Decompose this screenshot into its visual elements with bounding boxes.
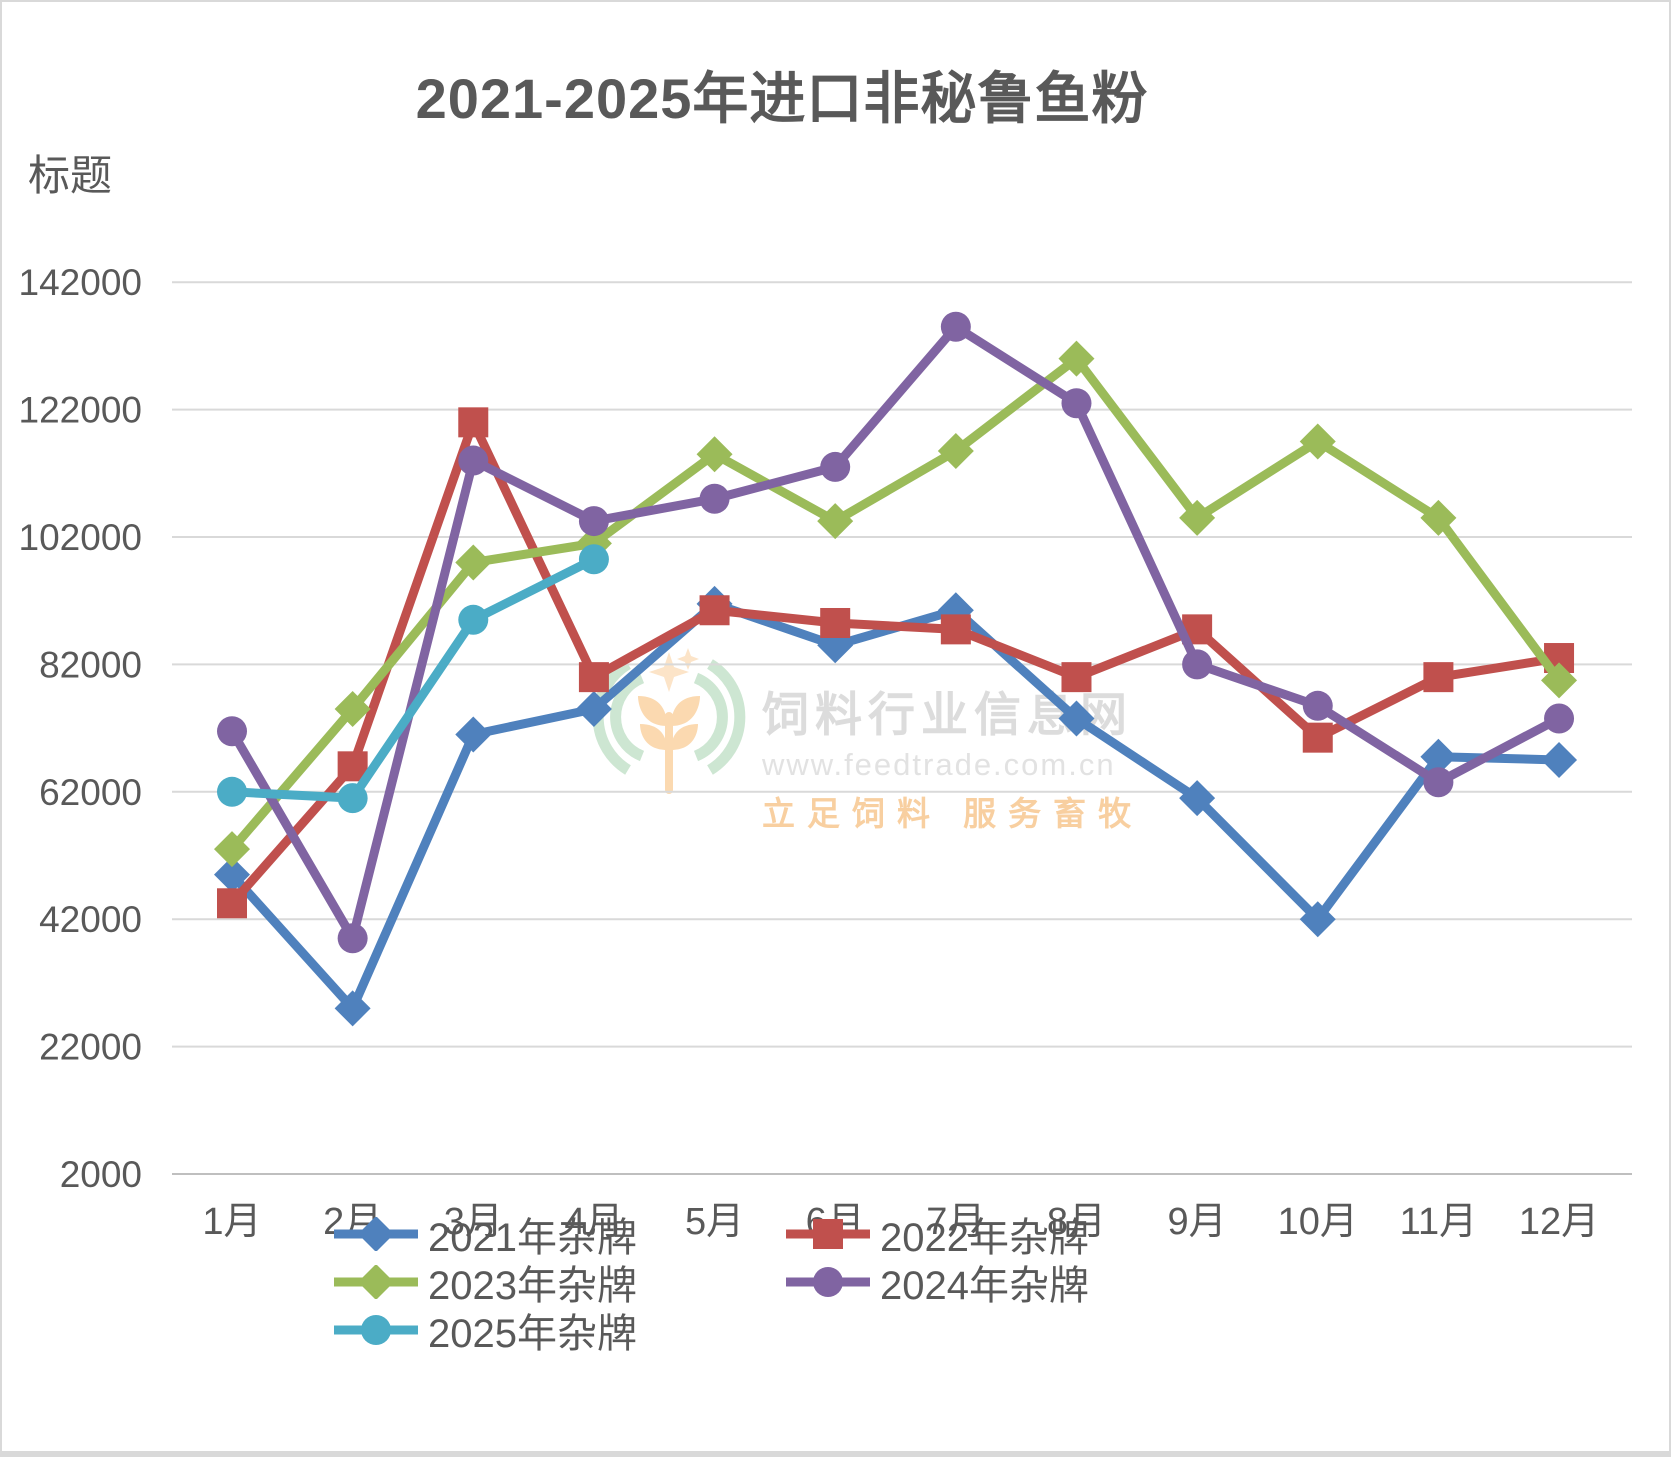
legend-marker-2025-icon <box>334 1315 418 1345</box>
y-axis-title: 标题 <box>28 152 113 199</box>
svg-text:8月: 8月 <box>1047 1201 1106 1243</box>
svg-text:9月: 9月 <box>1168 1201 1227 1243</box>
svg-text:3月: 3月 <box>444 1201 503 1243</box>
svg-text:2000: 2000 <box>60 1154 142 1195</box>
watermark-text: 饲料行业信息网 www.feedtrade.com.cn 立足饲料 服务畜牧 <box>762 634 1143 835</box>
legend-item-2021: 2021年杂牌 <box>332 1212 784 1260</box>
legend-marker-2022-icon <box>786 1219 870 1249</box>
legend-label-2023: 2023年杂牌 <box>428 1264 637 1308</box>
legend-item-2024: 2024年杂牌 <box>784 1260 1236 1308</box>
svg-text:11月: 11月 <box>1400 1201 1477 1243</box>
legend-label-2025: 2025年杂牌 <box>428 1312 637 1356</box>
feedtrade-logo-icon <box>592 648 746 794</box>
svg-text:142000: 142000 <box>19 262 142 303</box>
svg-text:12月: 12月 <box>1519 1201 1599 1243</box>
svg-text:122000: 122000 <box>19 390 142 431</box>
legend-label-2022: 2022年杂牌 <box>880 1216 1089 1260</box>
svg-text:42000: 42000 <box>39 899 142 940</box>
legend-label-2021: 2021年杂牌 <box>428 1216 637 1260</box>
svg-text:5月: 5月 <box>685 1201 744 1243</box>
chart-title: 2021-2025年进口非秘鲁鱼粉 <box>415 67 1149 130</box>
chart-legend: 2021年杂牌 2022年杂牌 2023年杂牌 2024年杂牌 2025年杂牌 <box>332 1212 1236 1356</box>
svg-text:1月: 1月 <box>202 1201 261 1243</box>
svg-text:22000: 22000 <box>39 1027 142 1068</box>
watermark-url: www.feedtrade.com.cn <box>762 747 1116 782</box>
svg-text:62000: 62000 <box>39 772 142 813</box>
legend-item-2022: 2022年杂牌 <box>784 1212 1236 1260</box>
legend-item-2025: 2025年杂牌 <box>332 1308 784 1356</box>
watermark: 饲料行业信息网 www.feedtrade.com.cn 立足饲料 服务畜牧 <box>590 634 1143 835</box>
svg-text:82000: 82000 <box>39 644 142 685</box>
svg-text:7月: 7月 <box>926 1201 985 1243</box>
svg-text:4月: 4月 <box>564 1201 623 1243</box>
legend-marker-2021-icon <box>334 1217 418 1251</box>
watermark-slogan: 立足饲料 服务畜牧 <box>762 795 1144 832</box>
svg-text:10月: 10月 <box>1278 1201 1358 1243</box>
legend-marker-2024-icon <box>786 1267 870 1297</box>
legend-marker-2023-icon <box>334 1265 418 1299</box>
svg-text:102000: 102000 <box>19 517 142 558</box>
legend-label-2024: 2024年杂牌 <box>880 1264 1089 1308</box>
legend-item-2023: 2023年杂牌 <box>332 1260 784 1308</box>
